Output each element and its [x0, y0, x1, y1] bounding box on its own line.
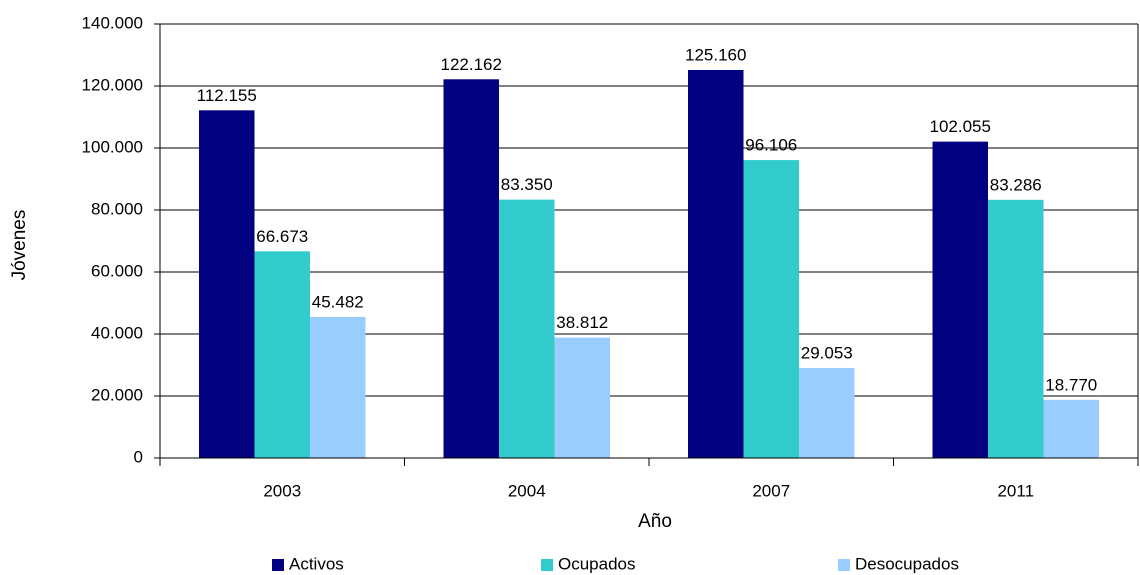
y-tick-label: 120.000: [82, 75, 143, 94]
bar: [254, 251, 310, 458]
y-tick-label: 40.000: [91, 323, 143, 342]
value-label: 66.673: [256, 227, 308, 246]
value-label: 18.770: [1045, 375, 1097, 394]
bar: [554, 337, 610, 458]
legend-label: Desocupados: [855, 554, 959, 573]
legend-label: Ocupados: [558, 554, 636, 573]
bar: [932, 141, 988, 458]
bar: [499, 199, 555, 459]
x-tick-label: 2007: [752, 481, 790, 500]
legend-swatch: [272, 559, 284, 571]
value-label: 38.812: [556, 313, 608, 332]
bar: [1043, 399, 1099, 458]
bar: [688, 70, 744, 458]
value-label: 45.482: [312, 292, 364, 311]
value-label: 29.053: [801, 343, 853, 362]
x-tick-label: 2011: [997, 481, 1034, 500]
legend-label: Activos: [289, 554, 344, 573]
value-label: 83.286: [990, 175, 1042, 194]
value-label: 122.162: [441, 55, 502, 74]
bar: [988, 199, 1044, 458]
bar: [310, 317, 366, 458]
x-axis-label: Año: [638, 511, 672, 532]
bar: [199, 110, 255, 458]
bar: [799, 367, 855, 458]
x-tick-label: 2004: [508, 481, 546, 500]
y-tick-label: 60.000: [91, 261, 143, 280]
y-tick-label: 0: [134, 447, 143, 466]
value-label: 83.350: [501, 175, 553, 194]
value-label: 125.160: [685, 45, 746, 64]
legend-swatch: [838, 559, 850, 571]
y-tick-label: 140.000: [82, 13, 143, 32]
y-axis-label: Jóvenes: [9, 210, 30, 281]
value-label: 112.155: [197, 86, 257, 105]
y-tick-label: 100.000: [82, 137, 143, 156]
x-tick-label: 2003: [263, 481, 301, 500]
bar: [443, 79, 499, 459]
y-tick-label: 20.000: [91, 385, 143, 404]
value-label: 102.055: [930, 117, 991, 136]
legend-swatch: [541, 559, 553, 571]
y-tick-label: 80.000: [91, 199, 143, 218]
bar: [743, 160, 799, 458]
value-label: 96.106: [745, 136, 797, 155]
